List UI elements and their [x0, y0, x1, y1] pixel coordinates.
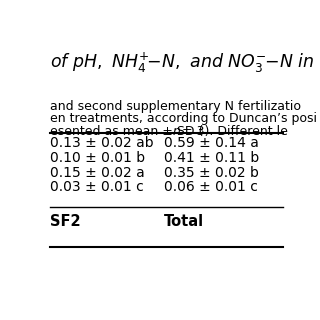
Text: 0.41 ± 0.11 b: 0.41 ± 0.11 b: [164, 151, 259, 165]
Text: 0.15 ± 0.02 a: 0.15 ± 0.02 a: [50, 166, 145, 180]
Text: en treatments, according to Duncan’s posi: en treatments, according to Duncan’s pos…: [50, 112, 317, 125]
Text: Total: Total: [164, 214, 204, 229]
Text: $\mathit{of\ pH,\ NH_4^{+}\!\!-\!N,\ and\ NO_3^{-}\!\!-\!N\ in\ O}$: $\mathit{of\ pH,\ NH_4^{+}\!\!-\!N,\ and…: [50, 51, 320, 75]
Text: esented as mean ± SD (: esented as mean ± SD (: [50, 124, 203, 138]
Text: 0.59 ± 0.14 a: 0.59 ± 0.14 a: [164, 136, 259, 150]
Text: n: n: [173, 124, 180, 138]
Text: 0.13 ± 0.02 ab: 0.13 ± 0.02 ab: [50, 136, 154, 150]
Text: 0.06 ± 0.01 c: 0.06 ± 0.01 c: [164, 180, 258, 195]
Text: SF2: SF2: [50, 214, 81, 229]
Text: and second supplementary N fertilizatio: and second supplementary N fertilizatio: [50, 100, 301, 113]
Text: 0.03 ± 0.01 c: 0.03 ± 0.01 c: [50, 180, 144, 195]
Text: = 3). Different le: = 3). Different le: [178, 124, 288, 138]
Text: 0.35 ± 0.02 b: 0.35 ± 0.02 b: [164, 166, 259, 180]
Text: 0.10 ± 0.01 b: 0.10 ± 0.01 b: [50, 151, 145, 165]
